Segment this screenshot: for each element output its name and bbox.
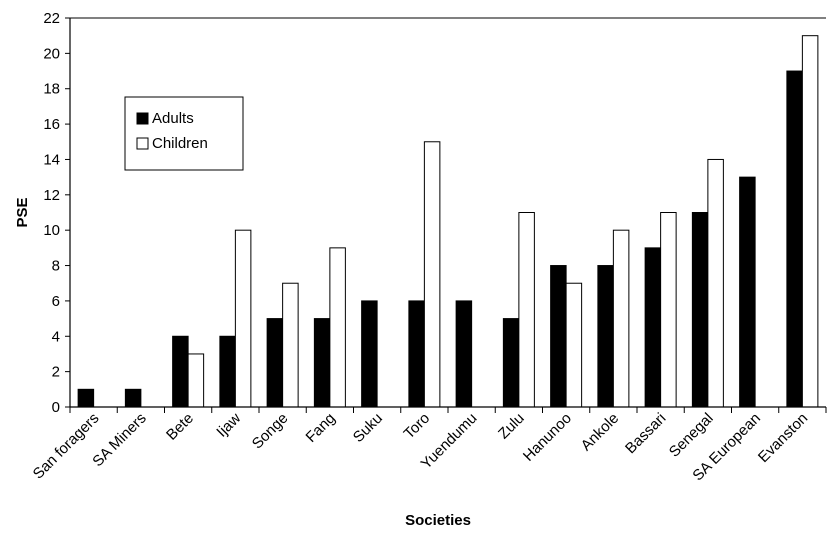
y-tick-label: 2 xyxy=(52,364,60,381)
y-tick-label: 8 xyxy=(52,258,60,275)
bar-adults xyxy=(644,247,662,408)
bar-adults xyxy=(455,300,473,408)
y-tick-label: 12 xyxy=(43,187,60,204)
bar-adults xyxy=(266,318,284,408)
bar-adults xyxy=(313,318,331,408)
bar-children xyxy=(518,212,535,408)
y-tick-label: 22 xyxy=(43,10,60,27)
bar-children xyxy=(707,158,724,408)
y-tick-label: 18 xyxy=(43,81,60,98)
bar-adults xyxy=(691,212,709,408)
x-tick-label: Ankole xyxy=(578,410,622,454)
bar-adults xyxy=(124,388,142,408)
y-tick-label: 14 xyxy=(43,151,60,168)
bar-adults xyxy=(502,318,520,408)
bar-adults xyxy=(361,300,378,408)
x-tick-label: Toro xyxy=(401,410,434,443)
x-tick-label: Fang xyxy=(302,410,338,446)
legend-swatch-children xyxy=(136,137,149,150)
bar-children xyxy=(234,229,252,408)
y-axis-title: PSE xyxy=(14,197,31,227)
bar-adults xyxy=(172,335,189,408)
y-axis-ticks: 0 2 4 6 8 10 12 14 16 18 20 22 xyxy=(43,10,70,416)
bar-children xyxy=(565,282,583,408)
bar-children xyxy=(423,141,441,408)
bar-adults xyxy=(77,388,95,408)
bar-adults xyxy=(219,335,236,408)
bar-adults xyxy=(786,70,803,408)
x-tick-label: Bassari xyxy=(622,410,669,457)
bar-children xyxy=(187,353,205,408)
legend-swatch-adults xyxy=(136,112,149,125)
legend: Adults Children xyxy=(124,96,244,171)
bars xyxy=(77,35,819,408)
x-tick-label: Suku xyxy=(350,410,386,446)
bar-children xyxy=(282,282,299,408)
x-tick-label: Hanunoo xyxy=(520,410,575,465)
bar-children xyxy=(801,35,819,408)
y-tick-label: 20 xyxy=(43,45,60,62)
legend-label-children: Children xyxy=(152,135,208,152)
x-tick-label: Songe xyxy=(249,410,292,453)
bar-adults xyxy=(408,300,425,408)
x-tick-label: Ijaw xyxy=(213,410,244,441)
bar-adults xyxy=(597,265,614,408)
x-tick-label: San foragers xyxy=(30,410,103,483)
legend-label-adults: Adults xyxy=(152,110,194,127)
x-tick-label: Bete xyxy=(163,410,197,444)
y-tick-label: 4 xyxy=(52,328,60,345)
bar-adults xyxy=(550,265,567,408)
x-tick-label: Evanston xyxy=(755,410,811,466)
bar-adults xyxy=(739,176,756,408)
bar-children xyxy=(660,212,677,408)
y-tick-label: 0 xyxy=(52,399,60,416)
y-tick-label: 16 xyxy=(43,116,60,133)
x-axis-title: Societies xyxy=(405,512,471,529)
legend-box xyxy=(124,96,244,171)
bar-children xyxy=(329,247,346,408)
y-tick-label: 10 xyxy=(43,222,60,239)
bar-children xyxy=(612,229,630,408)
x-tick-label: Zulu xyxy=(495,410,528,443)
y-tick-label: 6 xyxy=(52,293,60,310)
